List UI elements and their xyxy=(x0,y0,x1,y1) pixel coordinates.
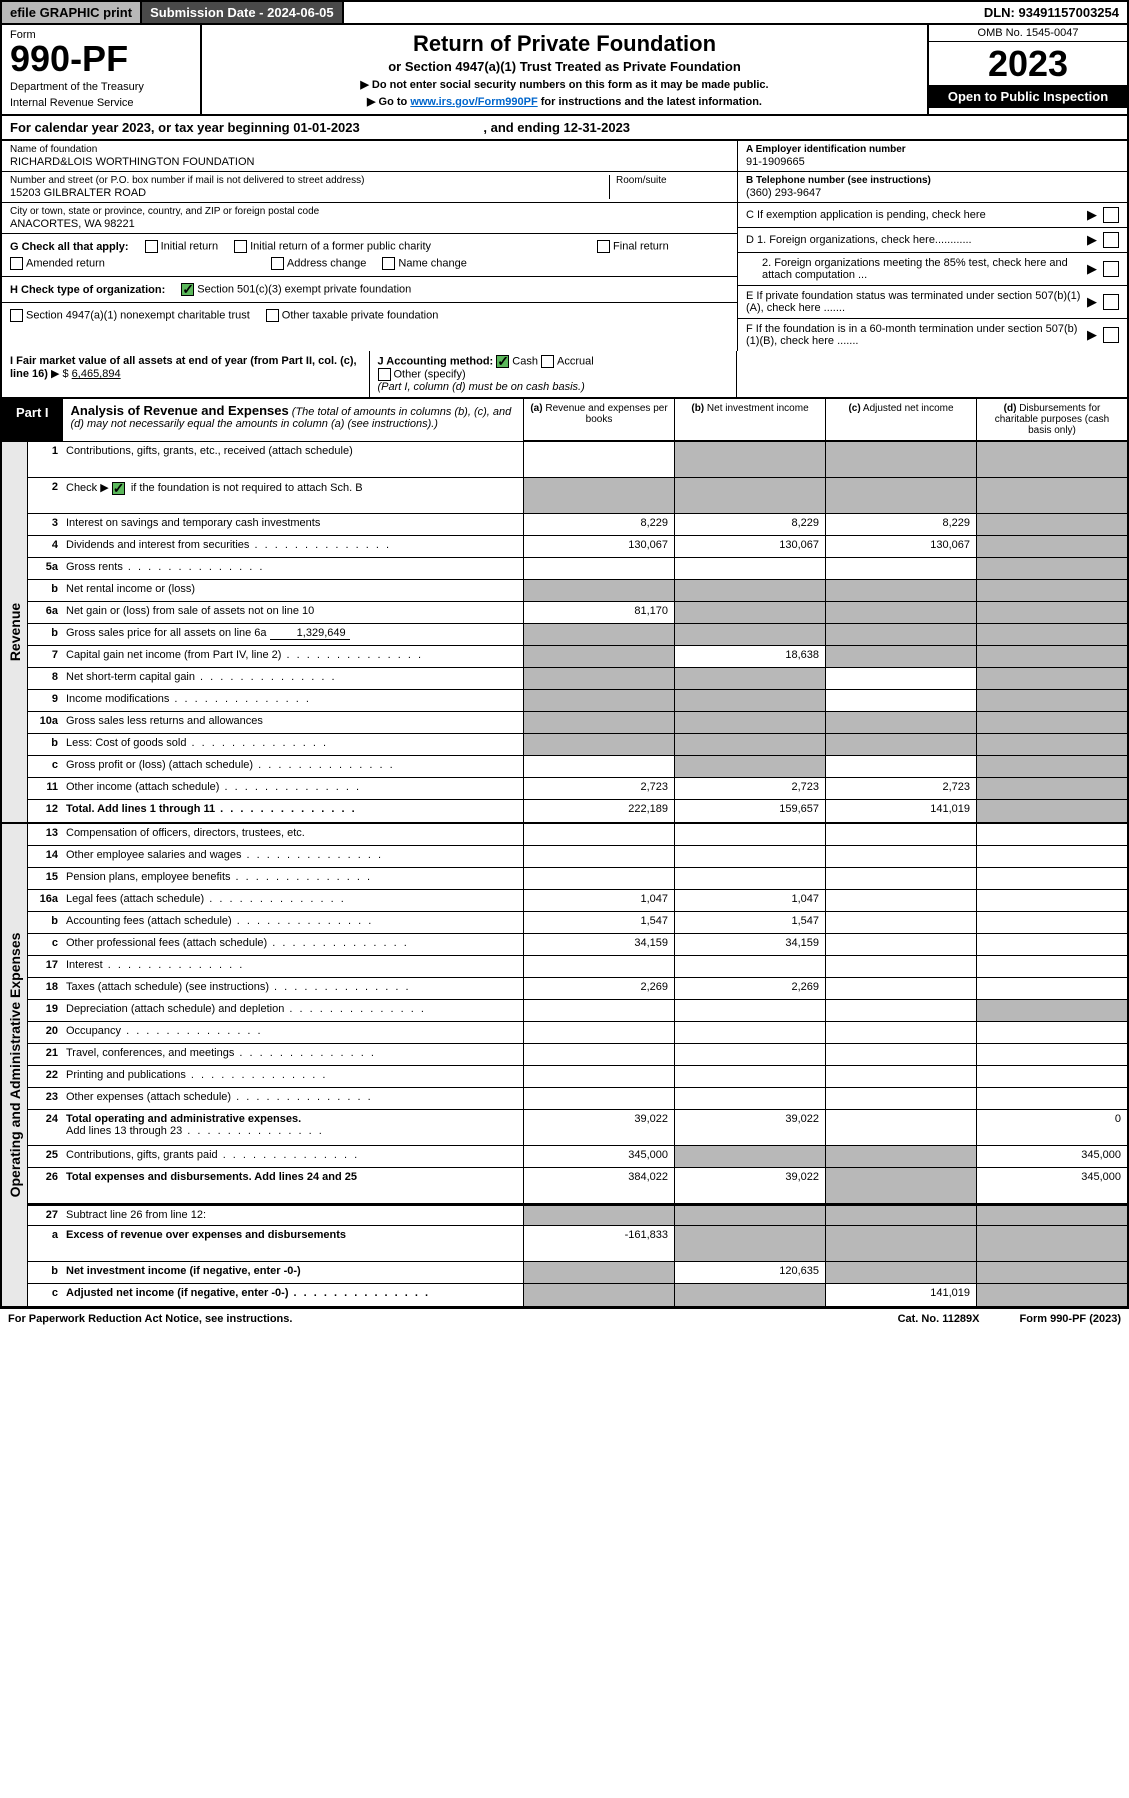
efile-button[interactable]: efile GRAPHIC print xyxy=(2,2,142,23)
arrow-icon: ▶ xyxy=(1087,294,1097,310)
ssn-note: ▶ Do not enter social security numbers o… xyxy=(210,78,919,91)
address-change-cb[interactable] xyxy=(271,257,284,270)
form-title: Return of Private Foundation xyxy=(210,31,919,57)
foundation-name: RICHARD&LOIS WORTHINGTON FOUNDATION xyxy=(10,156,729,168)
d1-checkbox[interactable] xyxy=(1103,232,1119,248)
c-checkbox[interactable] xyxy=(1103,207,1119,223)
form-number: 990-PF xyxy=(10,41,192,77)
final-return-cb[interactable] xyxy=(597,240,610,253)
paperwork-notice: For Paperwork Reduction Act Notice, see … xyxy=(8,1313,292,1325)
revenue-section: Revenue 1Contributions, gifts, grants, e… xyxy=(0,442,1129,824)
fmv-value: 6,465,894 xyxy=(72,368,121,380)
name-change-cb[interactable] xyxy=(382,257,395,270)
dln: DLN: 93491157003254 xyxy=(976,2,1127,23)
name-label: Name of foundation xyxy=(10,144,729,155)
initial-return-cb[interactable] xyxy=(145,240,158,253)
irs-link[interactable]: www.irs.gov/Form990PF xyxy=(410,96,537,108)
expenses-label: Operating and Administrative Expenses xyxy=(2,824,28,1306)
e-checkbox[interactable] xyxy=(1103,294,1119,310)
schb-cb[interactable] xyxy=(112,482,125,495)
city-state-zip: ANACORTES, WA 98221 xyxy=(10,218,729,230)
arrow-icon: ▶ xyxy=(1087,207,1097,223)
top-bar: efile GRAPHIC print Submission Date - 20… xyxy=(0,0,1129,25)
omb-number: OMB No. 1545-0047 xyxy=(929,25,1127,42)
e-label: E If private foundation status was termi… xyxy=(746,290,1087,314)
page-footer: For Paperwork Reduction Act Notice, see … xyxy=(0,1308,1129,1329)
ein: 91-1909665 xyxy=(746,156,1119,168)
amended-return-cb[interactable] xyxy=(10,257,23,270)
dept-irs: Internal Revenue Service xyxy=(10,97,192,109)
accounting-method: J Accounting method: Cash Accrual Other … xyxy=(370,351,738,397)
c-label: C If exemption application is pending, c… xyxy=(746,209,1087,221)
city-label: City or town, state or province, country… xyxy=(10,206,729,217)
form-subtitle: or Section 4947(a)(1) Trust Treated as P… xyxy=(210,59,919,74)
foundation-info: Name of foundation RICHARD&LOIS WORTHING… xyxy=(0,141,1129,351)
d2-label: 2. Foreign organizations meeting the 85%… xyxy=(746,257,1087,281)
501c3-cb[interactable] xyxy=(181,283,194,296)
dept-treasury: Department of the Treasury xyxy=(10,81,192,93)
accrual-cb[interactable] xyxy=(541,355,554,368)
arrow-icon: ▶ xyxy=(1087,327,1097,343)
ein-label: A Employer identification number xyxy=(746,144,1119,155)
revenue-label: Revenue xyxy=(2,442,28,822)
arrow-icon: ▶ xyxy=(1087,261,1097,277)
open-public: Open to Public Inspection xyxy=(929,85,1127,108)
calendar-year-row: For calendar year 2023, or tax year begi… xyxy=(0,116,1129,141)
form-ref: Form 990-PF (2023) xyxy=(1020,1313,1121,1325)
submission-date: Submission Date - 2024-06-05 xyxy=(142,2,344,23)
cash-cb[interactable] xyxy=(496,355,509,368)
4947a1-cb[interactable] xyxy=(10,309,23,322)
addr-label: Number and street (or P.O. box number if… xyxy=(10,175,609,186)
h-label: H Check type of organization: xyxy=(10,284,165,296)
arrow-icon: ▶ xyxy=(1087,232,1097,248)
part1-header: Part I Analysis of Revenue and Expenses … xyxy=(0,399,1129,442)
f-label: F If the foundation is in a 60-month ter… xyxy=(746,323,1087,347)
room-label: Room/suite xyxy=(616,175,729,186)
other-taxable-cb[interactable] xyxy=(266,309,279,322)
f-checkbox[interactable] xyxy=(1103,327,1119,343)
other-method-cb[interactable] xyxy=(378,368,391,381)
catalog-number: Cat. No. 11289X xyxy=(898,1313,980,1325)
d1-label: D 1. Foreign organizations, check here..… xyxy=(746,234,1087,246)
phone: (360) 293-9647 xyxy=(746,187,1119,199)
phone-label: B Telephone number (see instructions) xyxy=(746,175,1119,186)
form-header: Form 990-PF Department of the Treasury I… xyxy=(0,25,1129,116)
fmv-section: I Fair market value of all assets at end… xyxy=(2,351,370,397)
initial-former-cb[interactable] xyxy=(234,240,247,253)
g-label: G Check all that apply: xyxy=(10,241,129,253)
link-note: ▶ Go to www.irs.gov/Form990PF for instru… xyxy=(210,95,919,108)
part1-label: Part I xyxy=(2,399,63,441)
expenses-section: Operating and Administrative Expenses 13… xyxy=(0,824,1129,1308)
tax-year: 2023 xyxy=(929,42,1127,85)
street-address: 15203 GILBRALTER ROAD xyxy=(10,187,609,199)
d2-checkbox[interactable] xyxy=(1103,261,1119,277)
